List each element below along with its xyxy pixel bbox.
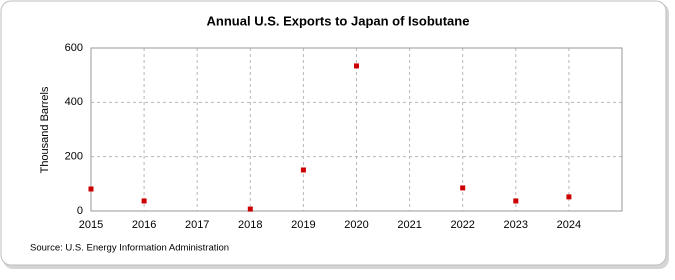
x-tick-label: 2022: [450, 219, 474, 231]
source: Source: U.S. Energy Information Administ…: [30, 243, 229, 254]
y-tick-label: 0: [77, 205, 83, 217]
x-tick-label: 2017: [185, 219, 209, 231]
point: [460, 185, 466, 191]
x-tick-label: 2024: [557, 219, 581, 231]
x-tick-label: 2015: [79, 219, 103, 231]
x-tick-label: 2020: [344, 219, 368, 231]
y-tick-label: 400: [65, 96, 83, 108]
point: [88, 186, 94, 192]
y-axis-label: Thousand Barrels: [39, 86, 51, 173]
y-tick-label: 600: [65, 42, 83, 54]
x-tick-label: 2016: [132, 219, 156, 231]
plot-area: [90, 47, 623, 212]
x-tick-label: 2018: [238, 219, 262, 231]
point: [247, 206, 253, 212]
x-tick-label: 2019: [291, 219, 315, 231]
point: [300, 167, 306, 173]
point: [513, 198, 519, 204]
point: [566, 194, 572, 200]
x-tick-label: 2021: [397, 219, 421, 231]
point: [354, 63, 359, 69]
x-tick-label: 2023: [504, 219, 528, 231]
y-tick-label: 200: [65, 151, 83, 163]
point: [141, 198, 147, 204]
chart-title: Annual U.S. Exports to Japan of Isobutan…: [207, 13, 470, 28]
plot-border: [90, 47, 623, 212]
